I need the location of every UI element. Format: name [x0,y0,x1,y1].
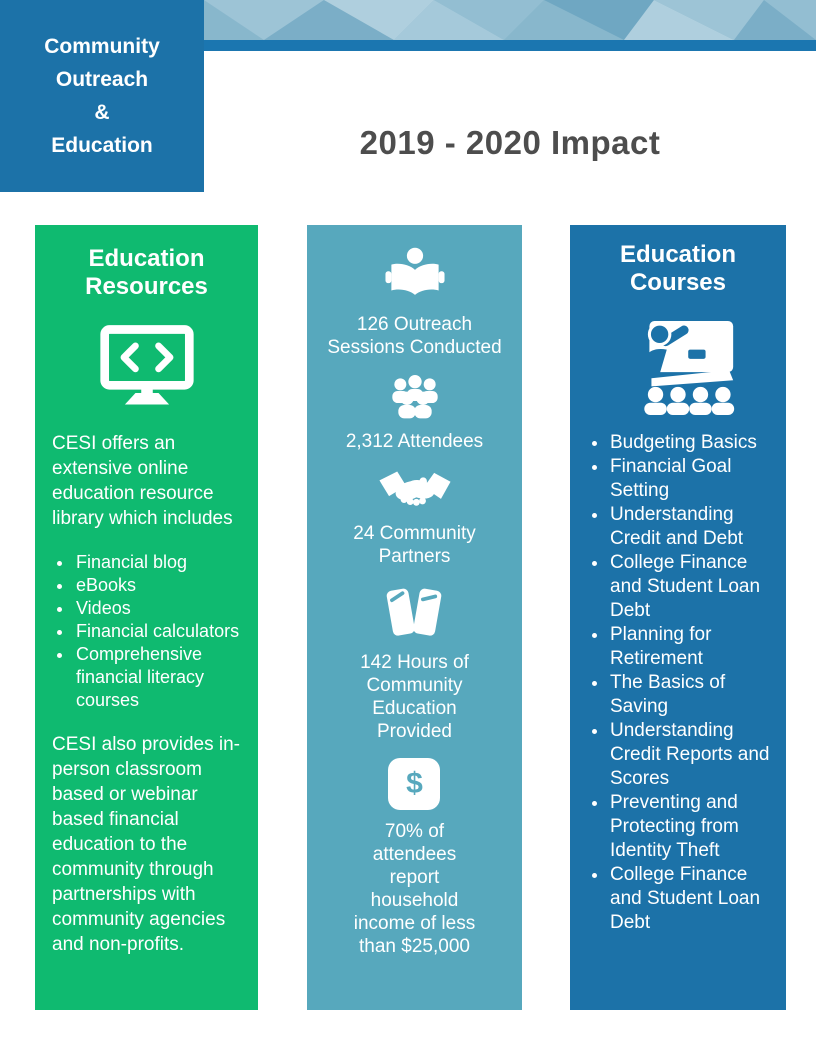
resource-item: eBooks [74,574,241,597]
course-item: Financial Goal Setting [609,455,773,503]
resource-item: Financial blog [74,551,241,574]
resource-item: Videos [74,597,241,620]
attendees-group-icon [391,375,438,419]
education-courses-column: Education Courses Budgeting Basics [570,225,786,1010]
courses-title: Education Courses [619,241,736,296]
banner-triangles-graphic [204,0,816,40]
banner-polygon-pattern [204,0,816,40]
resources-outro: CESI also provides in-person classroom b… [52,734,240,955]
resources-bullet-list: Financial blog eBooks Videos Financial c… [52,551,241,712]
brand-line: Outreach [55,68,149,91]
stat-label: 2,312 Attendees [345,431,484,452]
courses-list: Budgeting Basics Financial Goal Setting … [583,431,773,935]
brand-line: & [94,101,110,124]
impact-stats-column: 126 Outreach Sessions Conducted 2,312 At… [307,225,522,1010]
course-item: Preventing and Protecting from Identity … [609,791,773,863]
stat-label: 142 Hours of Community Education Provide… [360,652,469,742]
resources-title: Education Resources [85,245,208,300]
monitor-code-icon [52,325,241,409]
course-item: College Finance and Student Loan Debt [609,551,773,623]
course-item: Understanding Credit Reports and Scores [609,719,773,791]
stat-label: 126 Outreach Sessions Conducted [327,314,502,358]
education-resources-column: Education Resources CESI offers an exten… [35,225,258,1010]
page-title: 2019 - 2020 Impact [359,124,661,161]
brand-line: Education [51,134,153,157]
course-item: College Finance and Student Loan Debt [609,863,773,935]
brand-box: Community Outreach & Education [0,0,204,192]
dollar-sign-icon: $ [388,758,441,810]
open-book-reader-icon [384,247,445,295]
banner-accent-bar [204,40,816,51]
course-item: Planning for Retirement [609,623,773,671]
stat-label: 24 Community Partners [353,523,476,567]
stat-outreach-sessions: 126 Outreach Sessions Conducted [327,247,502,359]
books-icon [387,588,442,636]
resources-intro: CESI offers an extensive online educatio… [52,433,233,529]
stat-community-partners: 24 Community Partners [353,468,476,568]
resource-item: Financial calculators [74,620,241,643]
stat-label: 70% of attendees report household income… [353,821,476,957]
dollar-glyph: $ [406,767,423,800]
classroom-teacher-icon [583,319,773,415]
course-item: Budgeting Basics [609,431,773,455]
course-item: Understanding Credit and Debt [609,503,773,551]
stat-household-income: $ 70% of attendees report household inco… [354,758,475,958]
stat-education-hours: 142 Hours of Community Education Provide… [360,583,469,743]
handshake-icon [378,471,451,506]
brand-line: Community [44,35,160,58]
course-item: The Basics of Saving [609,671,773,719]
stat-attendees: 2,312 Attendees [346,374,483,453]
resource-item: Comprehensive financial literacy courses [74,643,241,712]
